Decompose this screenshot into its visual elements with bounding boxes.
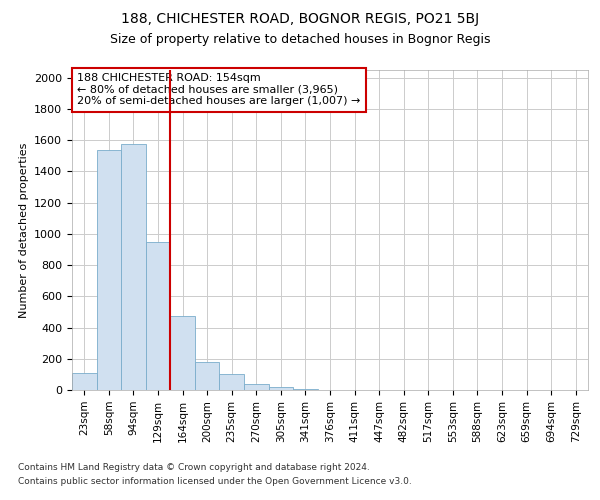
Y-axis label: Number of detached properties: Number of detached properties <box>19 142 29 318</box>
Bar <box>244 384 269 390</box>
Text: Contains public sector information licensed under the Open Government Licence v3: Contains public sector information licen… <box>18 478 412 486</box>
Bar <box>269 387 293 390</box>
Bar <box>170 316 195 390</box>
Bar <box>72 373 97 390</box>
Bar <box>146 242 170 390</box>
Text: Size of property relative to detached houses in Bognor Regis: Size of property relative to detached ho… <box>110 32 490 46</box>
Bar <box>195 362 220 390</box>
Bar <box>220 374 244 390</box>
Text: 188, CHICHESTER ROAD, BOGNOR REGIS, PO21 5BJ: 188, CHICHESTER ROAD, BOGNOR REGIS, PO21… <box>121 12 479 26</box>
Bar <box>293 389 318 390</box>
Text: 188 CHICHESTER ROAD: 154sqm
← 80% of detached houses are smaller (3,965)
20% of : 188 CHICHESTER ROAD: 154sqm ← 80% of det… <box>77 73 361 106</box>
Bar <box>121 144 146 390</box>
Text: Contains HM Land Registry data © Crown copyright and database right 2024.: Contains HM Land Registry data © Crown c… <box>18 462 370 471</box>
Bar <box>97 150 121 390</box>
